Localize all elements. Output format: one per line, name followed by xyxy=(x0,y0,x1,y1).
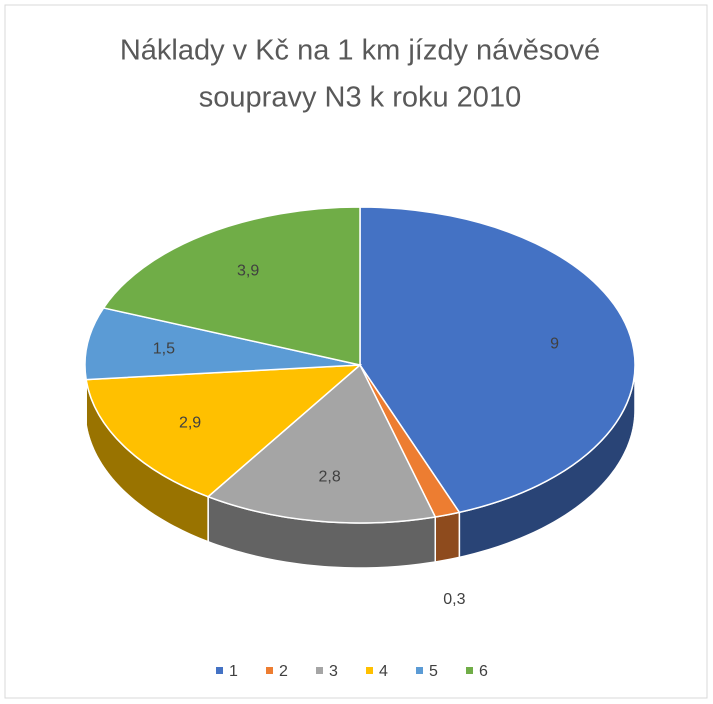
legend-swatch xyxy=(466,667,473,674)
data-label: 3,9 xyxy=(237,262,259,279)
slice xyxy=(102,206,361,366)
legend-swatch xyxy=(216,667,223,674)
data-label: 1,5 xyxy=(153,341,175,358)
slice-side xyxy=(434,511,461,563)
data-label: 2,9 xyxy=(179,415,201,432)
legend-swatch xyxy=(316,667,323,674)
legend-label: 2 xyxy=(279,663,288,680)
slice xyxy=(359,206,636,514)
data-label: 9 xyxy=(550,335,559,352)
legend-swatch xyxy=(266,667,273,674)
legend-label: 5 xyxy=(429,663,438,680)
legend-swatch xyxy=(416,667,423,674)
chart-title: Náklady v Kč na 1 km jízdy návěsové xyxy=(120,35,600,67)
legend-label: 6 xyxy=(479,663,488,680)
legend-label: 3 xyxy=(329,663,338,680)
legend-swatch xyxy=(366,667,373,674)
slice xyxy=(85,364,363,498)
data-label: 2,8 xyxy=(319,469,341,486)
slice xyxy=(84,307,361,381)
legend-label: 4 xyxy=(379,663,388,680)
legend-label: 1 xyxy=(229,663,238,680)
slice xyxy=(206,363,437,524)
chart-title: soupravy N3 k roku 2010 xyxy=(199,82,521,114)
data-label: 0,3 xyxy=(443,591,465,608)
